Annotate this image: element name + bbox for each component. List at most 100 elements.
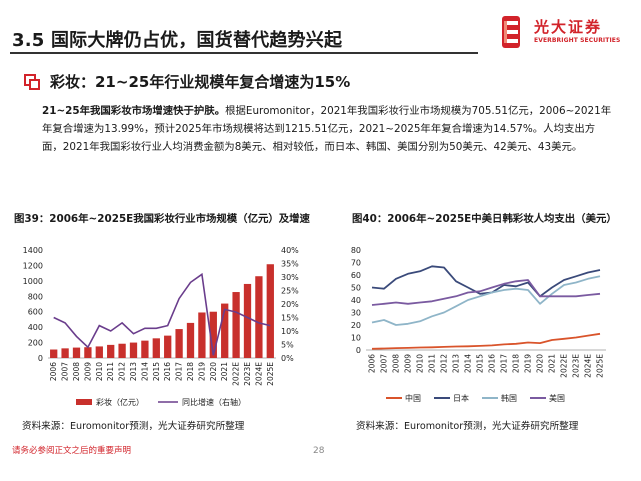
section-bullet-icon: [24, 74, 40, 90]
y-axis-tick: 60: [351, 271, 361, 280]
x-axis-tick: 2009: [83, 362, 92, 381]
x-axis-tick: 2006: [368, 354, 377, 373]
series-line: [371, 279, 601, 306]
bar: [141, 340, 149, 358]
bar: [129, 342, 138, 358]
figure-40-source: 资料来源：Euromonitor预测，光大证券研究所整理: [356, 421, 579, 432]
x-axis-tick: 2010: [95, 362, 104, 381]
x-axis-tick: 2017: [175, 362, 184, 381]
bar: [118, 343, 126, 358]
x-axis-tick: 2022E: [560, 354, 569, 378]
x-axis-tick: 2011: [428, 354, 437, 373]
bar: [255, 276, 263, 358]
right-axis-tick: 5%: [281, 341, 294, 350]
right-axis-tick: 0%: [281, 354, 294, 363]
y-axis-tick: 80: [351, 246, 361, 255]
x-axis-tick: 2016: [163, 362, 172, 381]
x-axis-tick: 2008: [72, 362, 81, 381]
x-axis-tick: 2009: [404, 354, 413, 373]
x-axis-tick: 2013: [129, 362, 138, 381]
bar: [84, 347, 92, 358]
x-axis-tick: 2006: [49, 362, 58, 381]
growth-line: [53, 272, 271, 356]
y-axis-tick: 30: [351, 309, 361, 318]
series-line: [371, 275, 601, 326]
bar: [61, 348, 69, 358]
x-axis-tick: 2019: [197, 362, 206, 381]
legend-label: 韩国: [501, 393, 517, 403]
right-axis-tick: 40%: [281, 246, 299, 255]
bar: [221, 303, 229, 358]
bar: [186, 322, 195, 358]
body-paragraph: 21~25年我国彩妆市场增速快于护肤。根据Euromonitor，2021年我国…: [42, 103, 612, 156]
y-axis-tick: 40: [351, 296, 361, 305]
x-axis-tick: 2022E: [232, 362, 241, 386]
paragraph-lead: 21~25年我国彩妆市场增速快于护肤。: [42, 105, 226, 117]
legend-label-line: 同比增速（右轴）: [182, 397, 246, 407]
bar: [266, 264, 274, 358]
legend-label-bar: 彩妆（亿元）: [96, 397, 144, 407]
x-axis-tick: 2016: [488, 354, 497, 373]
x-axis-tick: 2025E: [266, 362, 275, 386]
bar: [175, 329, 183, 358]
x-axis-tick: 2015: [152, 362, 161, 381]
bar: [164, 335, 172, 358]
bar: [198, 312, 206, 358]
x-axis-tick: 2015: [476, 354, 485, 373]
figure-39-title: 图39：2006年~2025E我国彩妆行业市场规模（亿元）及增速: [14, 213, 310, 225]
x-axis-tick: 2021: [220, 362, 229, 381]
x-axis-tick: 2024E: [254, 362, 263, 386]
x-axis-tick: 2017: [500, 354, 509, 373]
left-axis-tick: 1000: [23, 277, 43, 286]
x-axis-tick: 2012: [440, 354, 449, 373]
right-axis-tick: 25%: [281, 287, 299, 296]
left-axis-tick: 1200: [23, 261, 43, 270]
right-axis-tick: 35%: [281, 260, 299, 269]
paragraph-body: 根据Euromonitor，2021年我国彩妆行业市场规模为705.51亿元，2…: [42, 105, 612, 153]
x-axis-tick: 2023E: [243, 362, 252, 386]
title-divider: [10, 52, 478, 54]
x-axis-tick: 2020: [209, 362, 218, 381]
left-axis-tick: 200: [28, 339, 43, 348]
bar: [95, 346, 103, 358]
figure-40-title: 图40：2006年~2025E中美日韩彩妆人均支出（美元）: [352, 213, 617, 225]
x-axis-tick: 2007: [380, 354, 389, 373]
x-axis-tick: 2021: [548, 354, 557, 373]
x-axis-tick: 2024E: [584, 354, 593, 378]
bar: [152, 338, 160, 358]
x-axis-tick: 2012: [118, 362, 127, 381]
y-axis-tick: 70: [351, 259, 361, 268]
x-axis-tick: 2025E: [596, 354, 605, 378]
figure-39-source: 资料来源：Euromonitor预测，光大证券研究所整理: [22, 421, 245, 432]
x-axis-tick: 2018: [512, 354, 521, 373]
disclaimer-note: 请务必参阅正文之后的重要声明: [12, 446, 132, 456]
logo-text-cn: 光大证券: [534, 18, 603, 36]
left-axis-tick: 800: [28, 292, 43, 301]
left-axis-tick: 1400: [23, 246, 43, 255]
legend-label: 美国: [549, 393, 565, 403]
series-line: [371, 332, 601, 350]
bar: [209, 311, 217, 358]
market-size-chart: 0 200 400 600 800 1000 1200 1400 0% 5% 10% 15% 20% 25…: [23, 246, 300, 407]
bar: [232, 292, 240, 358]
x-axis-tick: 2023E: [572, 354, 581, 378]
bar: [50, 349, 58, 358]
left-axis-tick: 400: [28, 323, 43, 332]
right-axis-tick: 10%: [281, 327, 299, 336]
bar: [72, 347, 81, 358]
y-axis-tick: 20: [351, 321, 361, 330]
x-axis-tick: 2018: [186, 362, 195, 381]
x-axis-tick: 2019: [524, 354, 533, 373]
left-axis-tick: 600: [28, 308, 43, 317]
x-axis-tick: 2011: [106, 362, 115, 381]
x-axis-tick: 2014: [464, 354, 473, 373]
section-title: 彩妆：21~25年行业规模年复合增速为15%: [50, 73, 351, 91]
x-axis-tick: 2007: [61, 362, 70, 381]
x-axis-tick: 2008: [392, 354, 401, 373]
y-axis-tick: 50: [351, 284, 361, 293]
page-title: 3.5 国际大牌仍占优，国货替代趋势兴起: [12, 30, 343, 51]
right-axis-tick: 15%: [281, 314, 299, 323]
y-axis-tick: 10: [351, 334, 361, 343]
series-line: [371, 265, 601, 298]
